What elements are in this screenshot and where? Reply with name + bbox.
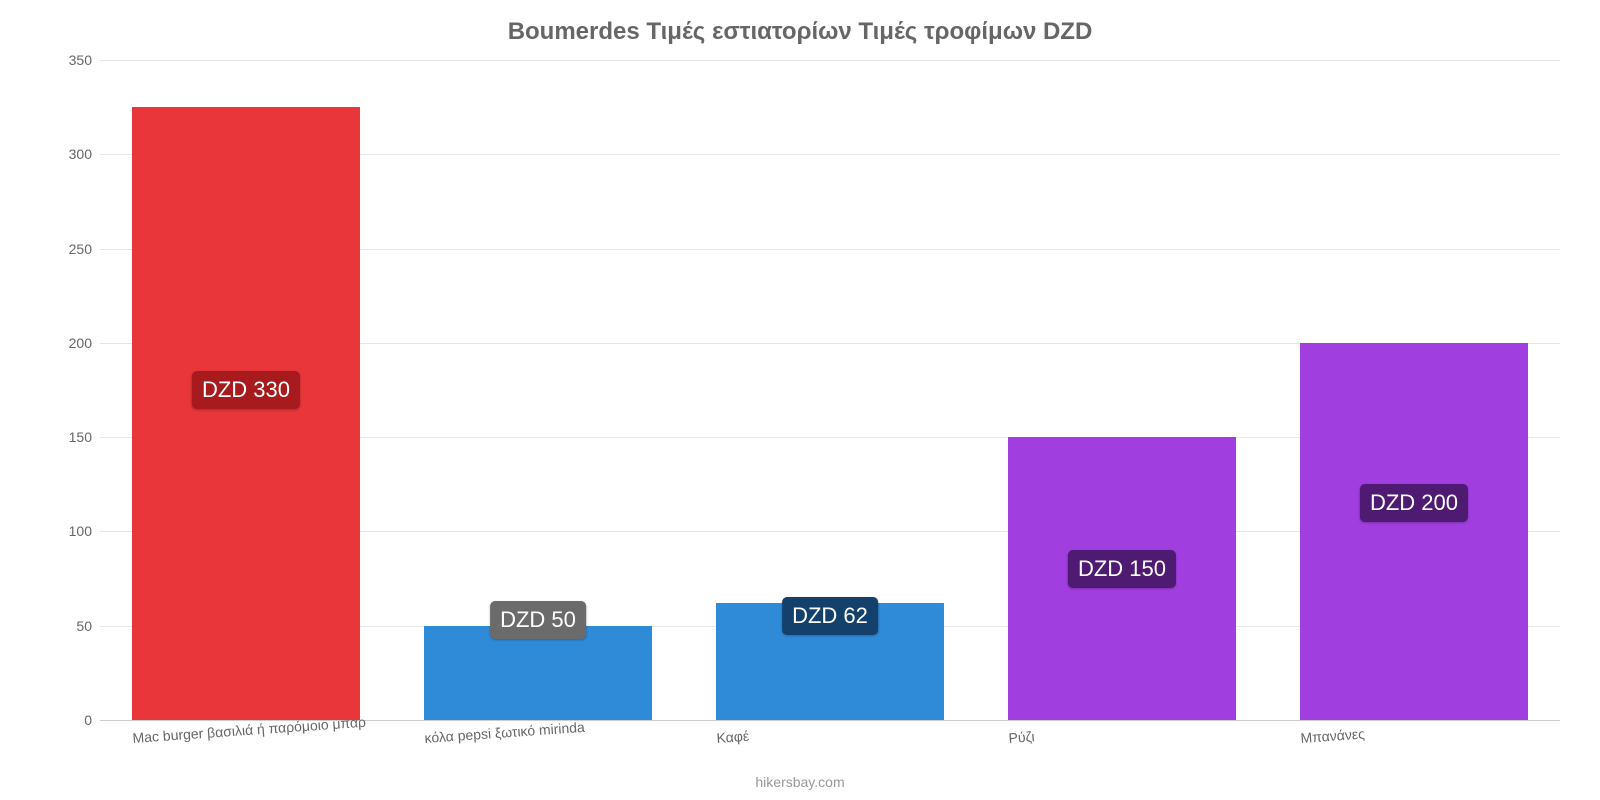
gridline [100, 60, 1560, 61]
x-tick-label: Ρύζι [1008, 728, 1035, 746]
x-tick-label: Καφέ [716, 728, 750, 746]
value-badge: DZD 200 [1360, 484, 1468, 522]
plot-area: 050100150200250300350DZD 330Mac burger β… [100, 60, 1560, 720]
bar [132, 107, 360, 720]
y-tick-label: 200 [69, 335, 100, 351]
x-tick-label: κόλα pepsi ξωτικό mirinda [424, 719, 585, 746]
y-tick-label: 0 [84, 712, 100, 728]
chart-attribution: hikersbay.com [0, 774, 1600, 790]
value-badge: DZD 62 [782, 597, 878, 635]
value-badge: DZD 50 [490, 601, 586, 639]
x-tick-label: Μπανάνες [1300, 726, 1365, 746]
bar [424, 626, 652, 720]
y-tick-label: 100 [69, 523, 100, 539]
y-tick-label: 300 [69, 146, 100, 162]
bar [1300, 343, 1528, 720]
value-badge: DZD 150 [1068, 550, 1176, 588]
y-tick-label: 350 [69, 52, 100, 68]
y-tick-label: 50 [76, 618, 100, 634]
chart-title: Boumerdes Τιμές εστιατορίων Τιμές τροφίμ… [0, 18, 1600, 46]
y-tick-label: 250 [69, 241, 100, 257]
value-badge: DZD 330 [192, 371, 300, 409]
price-bar-chart: Boumerdes Τιμές εστιατορίων Τιμές τροφίμ… [0, 0, 1600, 800]
y-tick-label: 150 [69, 429, 100, 445]
